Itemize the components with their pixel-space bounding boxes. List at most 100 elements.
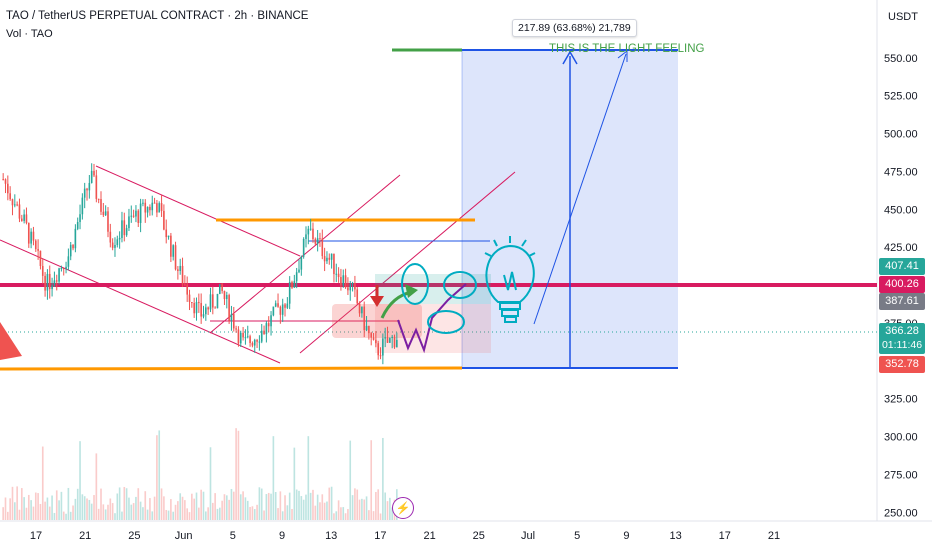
candle xyxy=(309,228,312,230)
candle xyxy=(281,304,284,315)
volume-bar xyxy=(372,511,375,520)
candle xyxy=(272,306,275,316)
candle xyxy=(384,337,387,339)
symbol-title[interactable]: TAO / TetherUS PERPETUAL CONTRACT · 2h ·… xyxy=(6,10,309,22)
candle xyxy=(109,231,112,243)
volume-bar xyxy=(16,486,18,520)
price-tick-label: 250.00 xyxy=(884,507,918,519)
volume-bar xyxy=(174,504,177,520)
volume-bar xyxy=(193,498,195,520)
volume-bar xyxy=(202,491,205,520)
current-price-value: 366.28 xyxy=(885,325,919,337)
volume-bar xyxy=(41,446,44,520)
price-tick-label: 325.00 xyxy=(884,394,918,406)
volume-bar xyxy=(382,437,384,520)
volume-bar xyxy=(25,507,28,520)
candle xyxy=(335,273,338,275)
volume-bar xyxy=(48,506,51,520)
volume-bar xyxy=(53,512,56,520)
candle xyxy=(230,314,233,321)
candle xyxy=(207,307,209,310)
candle xyxy=(200,303,202,317)
volume-indicator-label[interactable]: Vol · TAO xyxy=(6,28,53,40)
candle xyxy=(205,307,207,315)
lightning-event-icon[interactable]: ⚡ xyxy=(392,497,414,519)
candle xyxy=(158,203,161,213)
lightbulb-icon xyxy=(484,236,536,323)
price-tick-label: 500.00 xyxy=(884,129,918,141)
time-tick-label: 17 xyxy=(30,530,42,542)
volume-bar xyxy=(156,435,158,520)
left-marker-icon xyxy=(0,322,22,360)
candle xyxy=(163,210,165,230)
volume-bar xyxy=(107,504,109,520)
volume-bar xyxy=(86,498,88,520)
candle xyxy=(391,336,393,339)
volume-bar xyxy=(312,489,314,520)
candle xyxy=(305,234,307,239)
time-axis: 17 21 25 Jun 5 9 13 17 21 25 Jul 5 9 13 17 21 xyxy=(30,530,780,542)
volume-bar xyxy=(302,499,305,520)
candle xyxy=(307,228,310,235)
candle xyxy=(104,211,107,216)
volume-bar xyxy=(216,508,219,520)
volume-bar xyxy=(225,495,228,520)
volume-bar xyxy=(370,440,373,520)
candle xyxy=(323,256,326,262)
volume-bar xyxy=(111,503,114,520)
candle xyxy=(179,265,182,271)
candle xyxy=(139,203,142,223)
candle xyxy=(9,193,11,200)
candle xyxy=(382,338,384,356)
candle xyxy=(16,204,18,206)
candle xyxy=(41,265,44,276)
volume-bar xyxy=(30,500,32,520)
volume-bars xyxy=(2,428,398,520)
volume-bar xyxy=(265,494,268,520)
candle xyxy=(130,215,133,217)
candle xyxy=(123,220,126,236)
volume-bar xyxy=(221,500,223,520)
volume-bar xyxy=(116,493,119,520)
volume-bar xyxy=(270,493,272,520)
candle xyxy=(144,202,147,213)
candle xyxy=(149,206,151,211)
candle xyxy=(298,269,300,273)
volume-bar xyxy=(93,495,95,520)
candle xyxy=(7,183,9,194)
candle xyxy=(88,182,91,191)
volume-bar xyxy=(62,511,65,520)
candle xyxy=(228,295,230,321)
candle xyxy=(142,202,144,204)
green-arrow-icon xyxy=(380,284,418,319)
volume-bar xyxy=(125,488,128,520)
volume-bar xyxy=(79,441,81,520)
candle xyxy=(58,268,60,282)
time-tick-label: 21 xyxy=(768,530,780,542)
time-tick-label: 21 xyxy=(79,530,91,542)
candle xyxy=(100,199,102,212)
volume-bar xyxy=(13,502,16,520)
time-tick-label: 5 xyxy=(574,530,580,542)
price-tick-label: 450.00 xyxy=(884,204,918,216)
volume-bar xyxy=(153,496,156,520)
candle xyxy=(97,198,100,200)
candle xyxy=(167,235,170,238)
volume-bar xyxy=(44,501,46,520)
candle xyxy=(4,179,7,184)
candle xyxy=(349,283,352,291)
volume-bar xyxy=(347,509,349,520)
candle xyxy=(361,306,363,314)
candle xyxy=(114,244,116,248)
time-tick-label: 9 xyxy=(623,530,629,542)
volume-bar xyxy=(72,505,74,520)
candle xyxy=(160,203,163,211)
candle xyxy=(165,229,168,238)
volume-bar xyxy=(384,492,387,520)
volume-bar xyxy=(69,511,72,520)
currency-label[interactable]: USDT xyxy=(888,11,918,23)
volume-bar xyxy=(55,490,58,520)
candle xyxy=(235,328,237,330)
candle xyxy=(170,235,172,257)
